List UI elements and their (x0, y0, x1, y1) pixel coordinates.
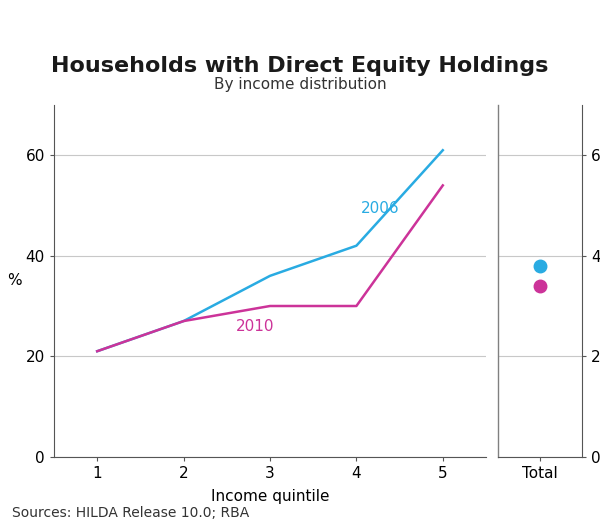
Text: By income distribution: By income distribution (214, 77, 386, 92)
Text: Households with Direct Equity Holdings: Households with Direct Equity Holdings (52, 56, 548, 76)
Text: 2006: 2006 (361, 201, 400, 216)
Text: 2010: 2010 (235, 319, 274, 333)
Y-axis label: %: % (7, 274, 22, 288)
Text: Sources: HILDA Release 10.0; RBA: Sources: HILDA Release 10.0; RBA (12, 506, 249, 520)
X-axis label: Income quintile: Income quintile (211, 489, 329, 504)
